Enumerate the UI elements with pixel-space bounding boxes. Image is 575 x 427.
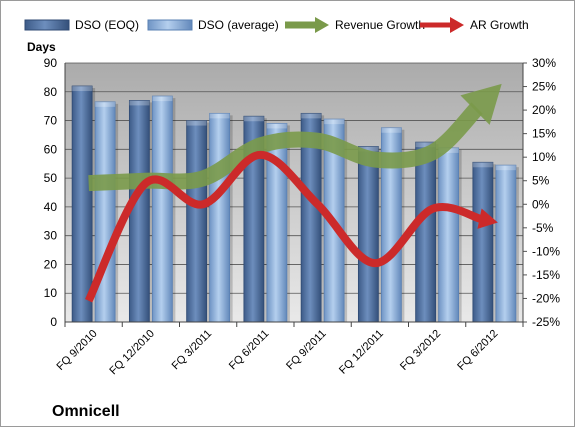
bar-top xyxy=(381,127,402,133)
bar-top xyxy=(95,101,116,107)
y2-tick-label: 5% xyxy=(532,174,550,188)
bar xyxy=(71,85,93,323)
legend: DSO (EOQ) DSO (average) Revenue Growth AR G… xyxy=(24,17,529,33)
bar-top xyxy=(324,119,345,125)
y-tick-label: 50 xyxy=(44,171,58,185)
y2-tick-label: -25% xyxy=(532,315,560,329)
y2-tick-label: 10% xyxy=(532,150,556,164)
series-arrowhead xyxy=(477,208,498,229)
y-tick-label: 70 xyxy=(44,114,58,128)
bar xyxy=(438,147,460,323)
y2-tick-label: 20% xyxy=(532,103,556,117)
series-arrowhead xyxy=(460,83,502,125)
y2-tick-label: 25% xyxy=(532,80,556,94)
bar xyxy=(128,100,150,323)
y-tick-label: 60 xyxy=(44,142,58,156)
bar-top xyxy=(358,146,379,152)
growth-lines xyxy=(85,83,502,303)
y2-tick-label: -15% xyxy=(532,268,560,282)
bar-top xyxy=(301,113,322,119)
bar-top xyxy=(266,123,287,129)
y-tick-label: 30 xyxy=(44,229,58,243)
bar xyxy=(94,101,116,323)
y-tick-label: 90 xyxy=(44,56,58,70)
y2-tick-label: 15% xyxy=(532,127,556,141)
bar xyxy=(151,95,173,323)
y2-tick-label: 0% xyxy=(532,197,550,211)
bar xyxy=(415,141,437,323)
y-tick-label: 0 xyxy=(50,315,57,329)
legend-label: DSO (average) xyxy=(198,18,279,32)
y-tick-label: 20 xyxy=(44,257,58,271)
y2-tick-label: 30% xyxy=(532,56,556,70)
company-label: Omnicell xyxy=(52,403,120,420)
bar-top xyxy=(495,165,516,171)
series-line xyxy=(85,150,483,303)
bar-top xyxy=(472,162,493,168)
bar-top xyxy=(209,113,230,119)
bar-top xyxy=(129,100,150,106)
y-axis-title: Days xyxy=(27,40,56,54)
y-tick-label: 10 xyxy=(44,286,58,300)
bar-top xyxy=(243,116,264,122)
bar-top xyxy=(152,96,173,102)
bar xyxy=(495,164,517,323)
legend-swatch xyxy=(24,19,70,31)
y2-tick-label: -10% xyxy=(532,244,560,258)
legend-label: AR Growth xyxy=(470,18,529,32)
legend-swatch-arrow xyxy=(450,17,464,33)
bar xyxy=(472,161,494,323)
y2-tick-label: -5% xyxy=(532,221,554,235)
legend-swatch xyxy=(147,19,193,31)
bar-top xyxy=(415,142,436,148)
bar xyxy=(357,146,379,323)
bar-top xyxy=(72,86,93,92)
y2-tick-label: -20% xyxy=(532,291,560,305)
y-tick-label: 80 xyxy=(44,85,58,99)
bar-top xyxy=(186,120,207,126)
y-tick-label: 40 xyxy=(44,200,58,214)
legend-label: Revenue Growth xyxy=(335,18,425,32)
bar xyxy=(186,120,208,323)
bar xyxy=(209,112,231,323)
legend-label: DSO (EOQ) xyxy=(75,18,139,32)
legend-swatch-arrow xyxy=(315,17,329,33)
